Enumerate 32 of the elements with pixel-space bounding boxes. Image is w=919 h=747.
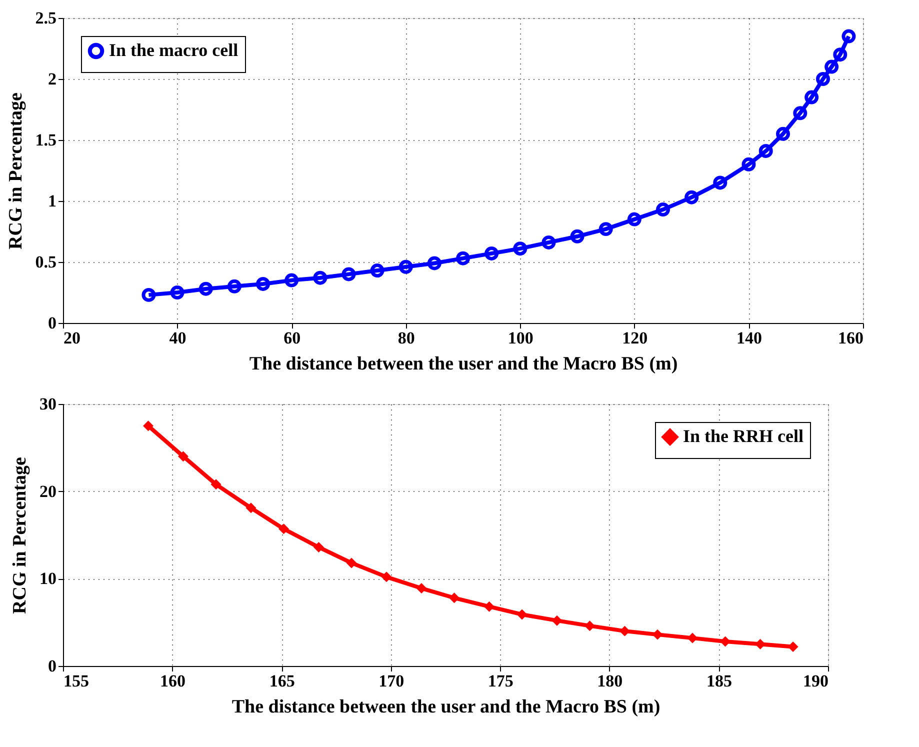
x-tick-label: 40 — [169, 328, 186, 348]
x-tick-label: 155 — [64, 672, 89, 690]
x-tick-label: 140 — [736, 328, 762, 348]
legend-label: In the macro cell — [109, 40, 238, 60]
x-tick-label: 100 — [508, 328, 534, 348]
y-tick-label: 2 — [48, 70, 56, 88]
x-tick-label: 60 — [284, 328, 301, 348]
x-axis-title: The distance between the user and the Macro BS (m) — [232, 696, 660, 718]
y-tick-label: 20 — [40, 482, 56, 501]
y-tick-label: 2.5 — [35, 8, 56, 28]
x-tick-label: 20 — [64, 328, 80, 348]
x-tick-label: 170 — [378, 672, 404, 690]
x-tick-label: 190 — [803, 672, 828, 690]
y-tick-label: 0.5 — [35, 252, 56, 272]
legend-label: In the RRH cell — [683, 426, 804, 446]
y-tick-label: 0 — [48, 314, 56, 332]
x-axis-title: The distance between the user and the Macro BS (m) — [249, 354, 678, 374]
y-tick-label: 1.5 — [35, 130, 56, 150]
x-tick-label: 180 — [597, 672, 623, 690]
y-tick-label: 0 — [48, 656, 56, 676]
x-tick-label: 160 — [160, 672, 186, 690]
x-tick-label: 185 — [706, 672, 732, 690]
y-tick-label: 30 — [40, 394, 56, 414]
x-tick-label: 80 — [398, 328, 415, 348]
y-tick-label: 1 — [48, 192, 56, 210]
x-tick-label: 120 — [622, 328, 648, 348]
y-axis-title: RCG in Percentage — [5, 92, 26, 250]
y-axis-title: RCG in Percentage — [10, 457, 30, 614]
x-tick-label: 175 — [488, 672, 514, 690]
x-tick-label: 165 — [269, 672, 295, 690]
x-tick-label: 160 — [838, 328, 864, 348]
y-tick-label: 10 — [40, 569, 56, 588]
